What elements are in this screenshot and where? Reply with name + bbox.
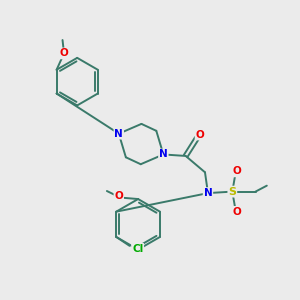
Text: O: O — [114, 191, 123, 201]
Text: Cl: Cl — [132, 244, 143, 254]
Text: O: O — [60, 48, 68, 59]
Text: N: N — [114, 129, 123, 139]
Text: N: N — [204, 188, 212, 198]
Text: S: S — [228, 187, 236, 196]
Text: O: O — [232, 167, 241, 176]
Text: N: N — [159, 149, 168, 160]
Text: O: O — [196, 130, 204, 140]
Text: O: O — [232, 207, 241, 217]
